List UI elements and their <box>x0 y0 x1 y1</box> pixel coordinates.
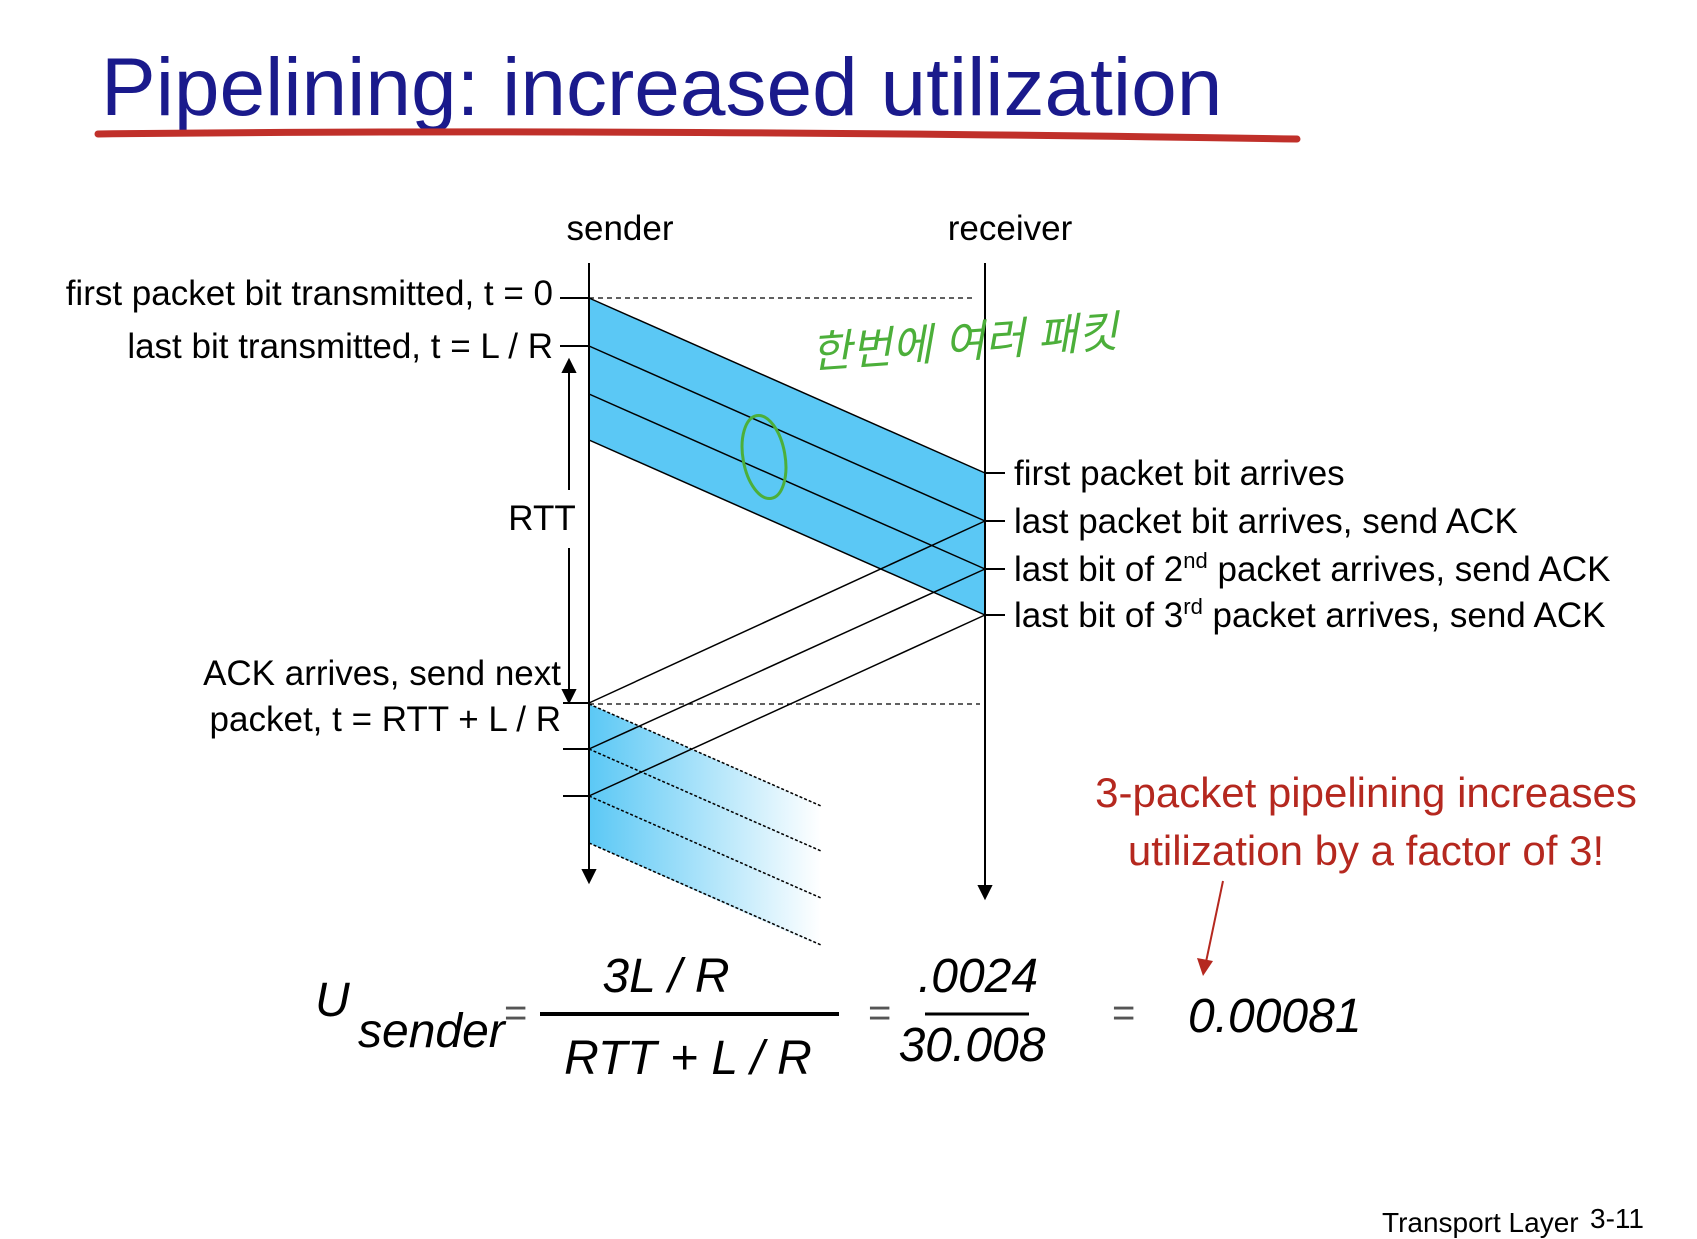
note-arrowhead <box>1197 958 1213 976</box>
highlight-note: 3-packet pipelining increases <box>1095 769 1637 816</box>
left-label: last bit transmitted, t = L / R <box>127 327 553 366</box>
timelines <box>560 263 1005 901</box>
value-denominator: 30.008 <box>899 1019 1046 1072</box>
left-label: first packet bit transmitted, t = 0 <box>66 274 553 313</box>
slide-title: Pipelining: increased utilization <box>101 42 1222 133</box>
label-text: packet arrives, send ACK <box>1203 596 1606 635</box>
denominator: RTT + L / R <box>564 1032 812 1085</box>
superscript: nd <box>1183 548 1207 573</box>
formula-symbol: U <box>315 974 350 1027</box>
rtt-label: RTT <box>508 499 575 538</box>
equals: = <box>504 991 527 1035</box>
label-text: last bit of 2 <box>1014 550 1183 589</box>
value-numerator: .0024 <box>918 950 1038 1003</box>
title-underline <box>94 128 1301 143</box>
note-arrow <box>1205 880 1224 963</box>
equals: = <box>1112 991 1135 1035</box>
ack-label: ACK arrives, send next <box>203 654 561 693</box>
right-label: first packet bit arrives <box>1014 454 1345 493</box>
label-text: packet arrives, send ACK <box>1208 550 1611 589</box>
ack-label: packet, t = RTT + L / R <box>210 700 561 739</box>
right-label: last bit of 2nd packet arrives, send ACK <box>1014 548 1610 589</box>
result: 0.00081 <box>1188 990 1362 1043</box>
handwritten-note: 한번에 여러 패킷 <box>809 307 1123 378</box>
footer-section: Transport Layer <box>1382 1207 1579 1238</box>
formula: U sender = 3L / R RTT + L / R = .0024 30… <box>315 950 1362 1085</box>
handwritten-circle <box>740 413 788 501</box>
receiver-label: receiver <box>948 209 1073 248</box>
formula-subscript: sender <box>358 1005 507 1058</box>
sender-label: sender <box>566 209 673 248</box>
footer-page: 3-11 <box>1590 1203 1644 1234</box>
right-label: last bit of 3rd packet arrives, send ACK <box>1014 594 1606 635</box>
numerator: 3L / R <box>602 950 729 1003</box>
acks <box>588 520 986 797</box>
right-label: last packet bit arrives, send ACK <box>1014 502 1518 541</box>
label-text: first packet bit arrives <box>1014 454 1345 493</box>
packets <box>588 297 986 947</box>
label-text: last bit of 3 <box>1014 596 1183 635</box>
highlight-note: utilization by a factor of 3! <box>1128 827 1604 874</box>
label-text: last packet bit arrives, send ACK <box>1014 502 1518 541</box>
equals: = <box>868 991 891 1035</box>
superscript: rd <box>1183 594 1203 619</box>
